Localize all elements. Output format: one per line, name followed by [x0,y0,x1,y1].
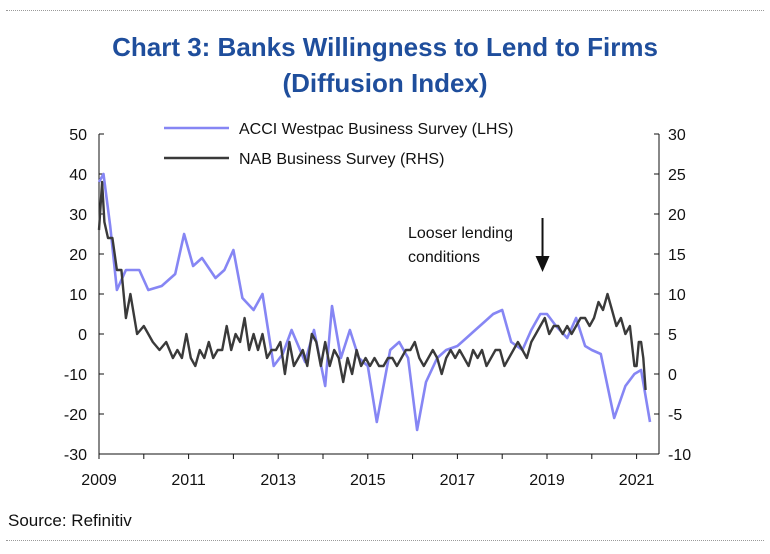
right-tick-label: 20 [668,207,686,224]
x-tick-label: 2021 [619,472,655,489]
acci-westpac-series-line [97,172,652,432]
chart-series [97,172,652,432]
nab-series-line [97,180,647,391]
annotation-text-line: Looser lending [408,225,513,242]
chart-legend: ACCI Westpac Business Survey (LHS) NAB Bu… [164,121,513,168]
x-tick-label: 2013 [260,472,296,489]
right-tick-label: -10 [668,447,691,464]
left-tick-label: 0 [78,327,87,344]
right-tick-label: 30 [668,127,686,144]
left-tick-label: 20 [69,247,87,264]
x-tick-label: 2017 [440,472,476,489]
bottom-divider [6,540,764,541]
left-tick-label: 50 [69,127,87,144]
x-tick-label: 2019 [529,472,565,489]
source-note: Source: Refinitiv [8,511,132,530]
left-tick-label: -20 [64,407,87,424]
right-tick-label: 0 [668,367,677,384]
chart-annotation: Looser lending conditions [408,218,550,272]
left-tick-label: -10 [64,367,87,384]
chart-title: Chart 3: Banks Willingness to Lend to Fi… [112,32,658,62]
chart-tick-labels: 50403020100-10-20-30302520151050-5-10200… [64,127,691,489]
annotation-arrow-head [535,256,550,272]
right-tick-label: -5 [668,407,682,424]
top-divider [6,10,764,11]
annotation-text-line: conditions [408,249,480,266]
x-tick-label: 2015 [350,472,386,489]
left-tick-label: -30 [64,447,87,464]
legend-label-acci: ACCI Westpac Business Survey (LHS) [239,121,513,138]
legend-label-nab: NAB Business Survey (RHS) [239,151,444,168]
right-tick-label: 15 [668,247,686,264]
chart-subtitle: (Diffusion Index) [282,68,488,98]
left-tick-label: 10 [69,287,87,304]
left-tick-label: 30 [69,207,87,224]
right-tick-label: 25 [668,167,686,184]
right-tick-label: 5 [668,327,677,344]
left-tick-label: 40 [69,167,87,184]
x-tick-label: 2009 [81,472,117,489]
x-tick-label: 2011 [171,472,206,489]
right-tick-label: 10 [668,287,686,304]
